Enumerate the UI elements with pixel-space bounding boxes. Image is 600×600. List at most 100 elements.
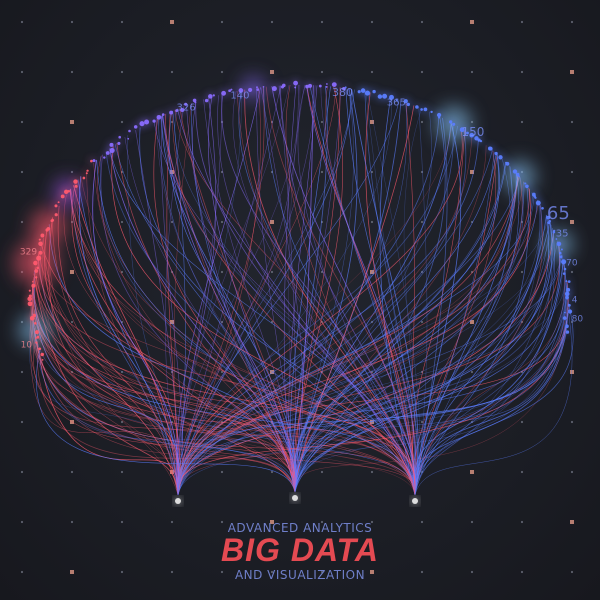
connection-curve <box>414 228 555 496</box>
anchor-points <box>175 495 418 504</box>
ring-node <box>33 260 38 266</box>
ring-node <box>57 201 60 204</box>
ring-node <box>515 172 520 177</box>
connection-curve <box>41 242 296 493</box>
grid-dot <box>420 170 424 174</box>
grid-dot <box>520 120 524 124</box>
grid-dot <box>70 470 74 474</box>
grid-marker <box>70 270 74 274</box>
ring-node <box>325 85 328 88</box>
connection-curve <box>33 322 296 493</box>
ring-node <box>565 324 569 329</box>
ring-node <box>238 88 244 93</box>
grid-dot <box>370 70 374 74</box>
ring-node <box>415 105 419 109</box>
connection-curve <box>260 87 303 493</box>
grid-dot <box>320 470 324 474</box>
ring-number-label: 35 <box>556 229 569 240</box>
ring-node <box>430 110 433 114</box>
ring-node <box>105 151 110 155</box>
connection-curve <box>92 160 179 496</box>
ring-node <box>208 94 213 99</box>
grid-dot <box>320 520 324 524</box>
grid-dot <box>320 170 324 174</box>
grid-dot <box>220 320 224 324</box>
ring-number-labels: 326 140 380 365 150 329 65 35 70 4 80 10 <box>20 86 583 350</box>
connection-curve <box>177 129 467 496</box>
connection-curve <box>162 115 296 493</box>
connection-curve <box>177 174 518 496</box>
grid-dot <box>20 370 24 374</box>
ring-node <box>469 132 475 138</box>
grid-dot <box>420 570 424 574</box>
connection-curve <box>177 86 265 496</box>
connection-curve <box>294 318 568 493</box>
grid-dot <box>20 570 24 574</box>
ring-node <box>262 85 265 88</box>
connection-curve <box>71 182 296 493</box>
grid-marker <box>370 120 374 124</box>
connection-curve <box>414 151 495 496</box>
connection-curve <box>293 172 517 493</box>
grid-dot <box>70 320 74 324</box>
ring-number-label: 329 <box>20 247 37 257</box>
ring-node <box>35 337 37 340</box>
connection-curve <box>414 202 540 496</box>
grid-dot <box>370 370 374 374</box>
ring-node <box>559 255 563 259</box>
grid-dot <box>370 220 374 224</box>
connection-curve <box>306 85 416 496</box>
connection-curve <box>364 91 416 496</box>
connection-curve <box>86 169 179 496</box>
ring-node <box>420 108 423 111</box>
grid-dot <box>520 570 524 574</box>
grid-dot <box>270 20 274 24</box>
ring-node <box>175 109 179 113</box>
connection-curve <box>31 304 296 493</box>
ring-node <box>305 84 309 89</box>
grid-dot <box>470 570 474 574</box>
ring-node <box>474 136 479 141</box>
connection-curve <box>294 223 551 493</box>
connection-curve <box>294 88 354 493</box>
ring-node <box>204 98 209 103</box>
ring-node <box>248 87 253 92</box>
grid-marker <box>470 20 474 24</box>
ring-node <box>567 280 571 283</box>
connection-curve <box>294 87 341 493</box>
grid-dot <box>70 70 74 74</box>
grid-dot <box>520 70 524 74</box>
grid-dot <box>120 120 124 124</box>
ring-node <box>525 184 529 189</box>
anchor-point <box>175 498 181 504</box>
connection-curve <box>283 84 297 493</box>
ring-node <box>192 98 197 103</box>
connection-curve <box>294 318 568 493</box>
connection-curve <box>292 85 328 493</box>
ring-number-label: 365 <box>387 98 406 109</box>
grid-dot <box>570 20 574 24</box>
ring-node <box>221 90 227 96</box>
grid-dot <box>470 370 474 374</box>
grid-dot <box>370 20 374 24</box>
ring-node <box>27 301 33 307</box>
grid-dot <box>20 520 24 524</box>
grid-dot <box>520 420 524 424</box>
grid-marker <box>370 570 374 574</box>
connection-curve <box>320 85 416 496</box>
ring-node <box>41 359 44 361</box>
connection-curve <box>177 100 400 496</box>
ring-node <box>452 122 456 126</box>
grid-dot <box>20 420 24 424</box>
ring-node <box>563 311 566 314</box>
grid-marker <box>570 70 574 74</box>
connection-curve <box>34 332 296 493</box>
title-big-data: BIG DATA <box>221 532 379 568</box>
connection-curve <box>43 237 179 496</box>
grid-dot <box>520 470 524 474</box>
connection-curve <box>177 289 568 496</box>
connection-curve <box>177 90 242 496</box>
connection-curve <box>414 260 565 496</box>
connection-curve <box>38 252 416 496</box>
